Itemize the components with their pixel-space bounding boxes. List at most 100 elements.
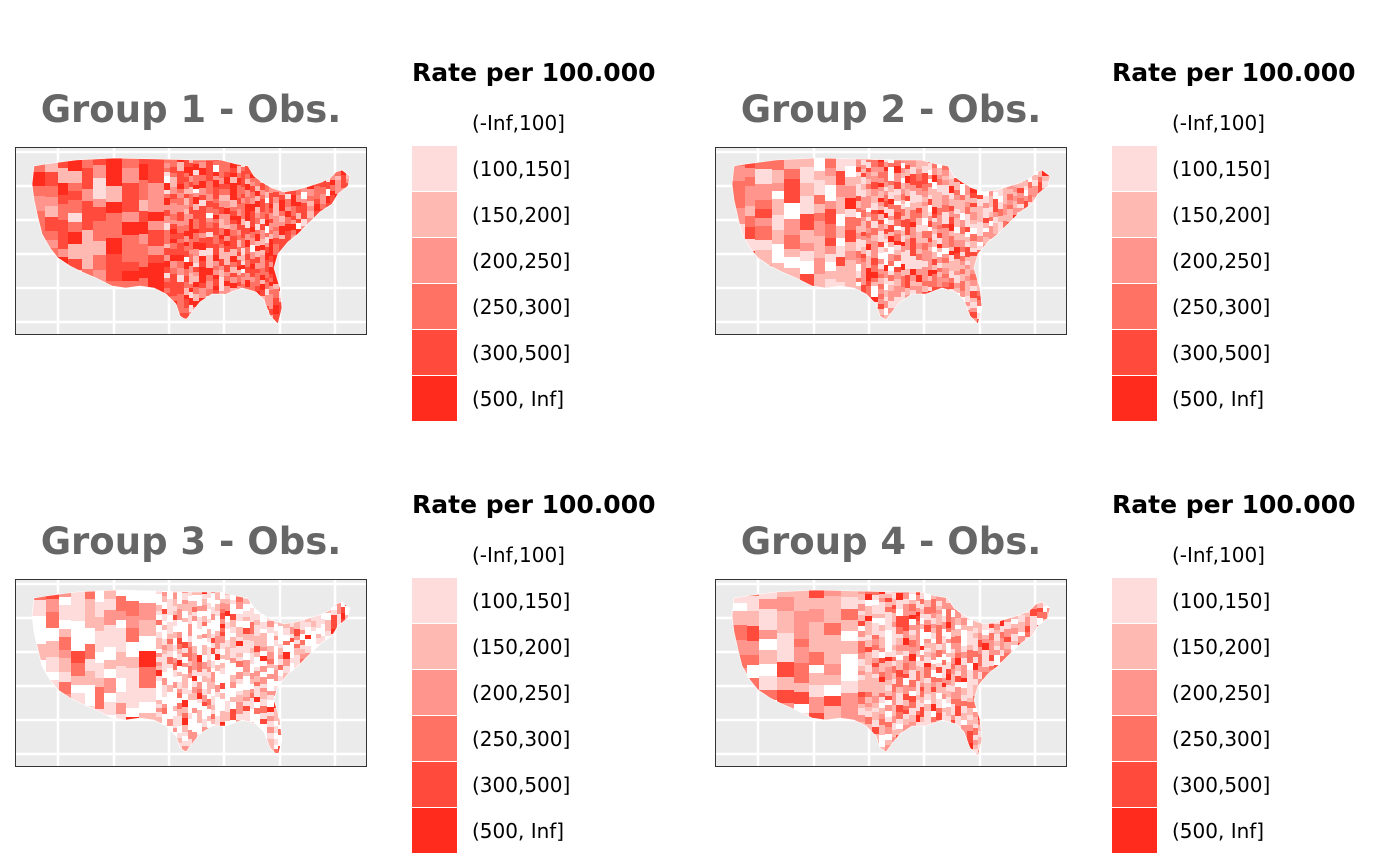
- county: [224, 281, 231, 287]
- county: [255, 273, 261, 281]
- county: [243, 706, 251, 712]
- county: [294, 659, 301, 665]
- county: [296, 213, 302, 220]
- county: [961, 678, 968, 683]
- county: [167, 664, 174, 669]
- county: [126, 708, 140, 718]
- county: [173, 615, 178, 621]
- county: [68, 222, 83, 233]
- county: [970, 234, 978, 242]
- county: [955, 687, 962, 694]
- county: [269, 274, 274, 279]
- county: [861, 184, 867, 191]
- county: [879, 663, 886, 669]
- county: [903, 590, 910, 596]
- county: [894, 255, 902, 262]
- county: [858, 704, 866, 709]
- county: [866, 217, 872, 222]
- county: [885, 635, 893, 641]
- county: [1028, 178, 1033, 183]
- county: [206, 165, 214, 171]
- county: [937, 252, 943, 258]
- county: [967, 691, 974, 699]
- county: [866, 189, 872, 197]
- county: [95, 663, 105, 679]
- county: [973, 679, 979, 686]
- county: [230, 688, 237, 693]
- county: [237, 173, 242, 179]
- county: [189, 214, 194, 220]
- county: [861, 197, 867, 205]
- county: [71, 643, 86, 652]
- county: [794, 639, 810, 648]
- county: [202, 689, 208, 696]
- county: [920, 697, 925, 704]
- county: [104, 590, 117, 600]
- county: [311, 643, 317, 650]
- county: [167, 685, 174, 693]
- county: [82, 245, 94, 256]
- county: [896, 604, 904, 610]
- county: [845, 269, 857, 282]
- county: [173, 682, 178, 689]
- county: [255, 257, 261, 264]
- county: [910, 180, 917, 186]
- county: [905, 189, 911, 197]
- county: [892, 688, 897, 693]
- county: [156, 662, 163, 667]
- county: [207, 667, 212, 673]
- county: [215, 692, 221, 698]
- county: [960, 252, 966, 257]
- county: [978, 672, 983, 680]
- county: [866, 172, 872, 180]
- county: [177, 604, 183, 610]
- county: [296, 195, 302, 203]
- county: [202, 638, 208, 646]
- county: [901, 220, 906, 228]
- county: [290, 646, 295, 653]
- county: [197, 689, 203, 694]
- county: [337, 607, 342, 615]
- county: [949, 236, 955, 241]
- county: [937, 208, 943, 216]
- county: [162, 685, 168, 691]
- county: [274, 624, 279, 632]
- county: [202, 706, 208, 714]
- county: [910, 191, 917, 197]
- county: [307, 201, 315, 207]
- county: [219, 235, 225, 240]
- county: [321, 624, 326, 630]
- county: [291, 211, 297, 217]
- county: [211, 696, 216, 701]
- county: [265, 220, 270, 227]
- county: [978, 654, 983, 660]
- county: [236, 609, 244, 615]
- county: [967, 650, 974, 658]
- county: [230, 236, 238, 244]
- county: [273, 289, 280, 295]
- county: [1038, 182, 1043, 188]
- county: [932, 218, 938, 223]
- county: [255, 251, 261, 258]
- county: [894, 292, 902, 298]
- county: [269, 213, 274, 220]
- county: [279, 195, 286, 201]
- county: [794, 683, 810, 693]
- county: [122, 158, 140, 169]
- county: [68, 183, 83, 192]
- county: [824, 696, 842, 707]
- county: [250, 679, 255, 685]
- county: [871, 228, 879, 236]
- county: [905, 176, 911, 184]
- county: [885, 727, 893, 735]
- county: [928, 179, 933, 184]
- county: [188, 725, 193, 731]
- county: [274, 739, 279, 746]
- county: [211, 705, 216, 711]
- county: [219, 248, 225, 255]
- county: [909, 691, 917, 697]
- county: [193, 294, 200, 302]
- county: [211, 678, 216, 683]
- county: [965, 281, 971, 286]
- county: [794, 647, 810, 664]
